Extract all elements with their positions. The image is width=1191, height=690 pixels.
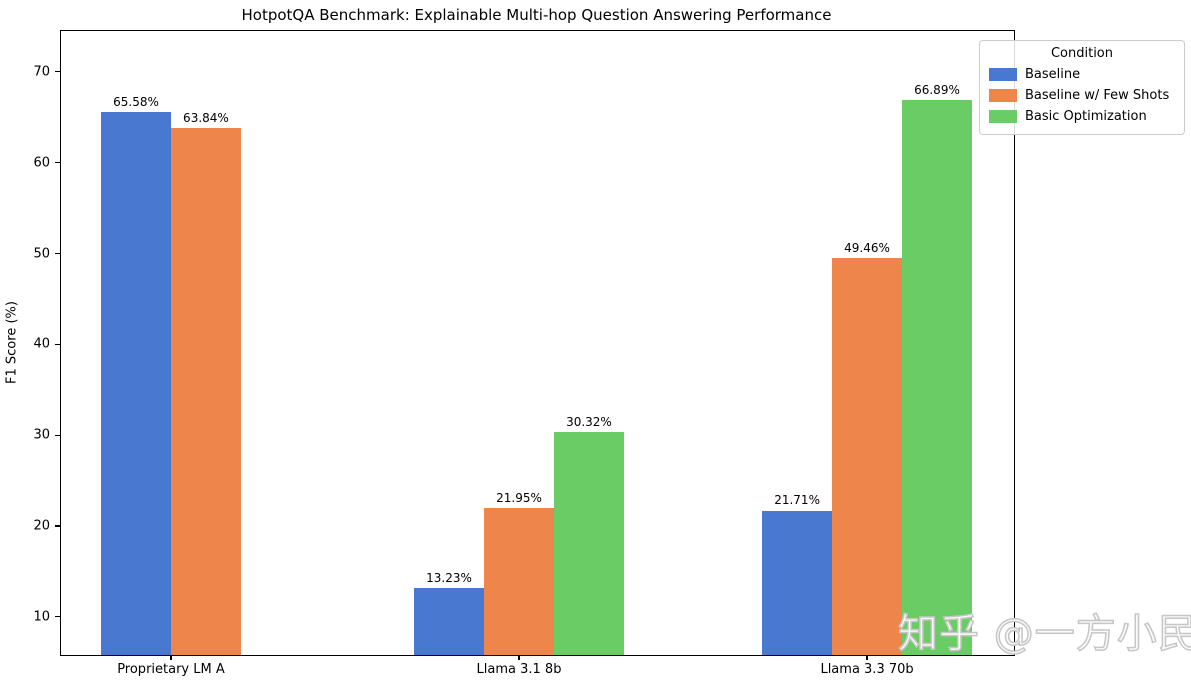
y-tick-mark	[55, 252, 61, 255]
bar-value-label: 30.32%	[566, 415, 612, 430]
bar-value-label: 49.46%	[844, 241, 890, 256]
bar-baseline-w-few-shots	[832, 258, 902, 655]
y-tick-label: 40	[33, 336, 50, 352]
bar-value-label: 21.71%	[774, 493, 820, 508]
bar-value-label: 65.58%	[113, 95, 159, 110]
bar-baseline-w-few-shots	[484, 508, 554, 655]
bar-basic-optimization	[553, 432, 624, 655]
legend-entry: Baseline w/ Few Shots	[989, 85, 1175, 106]
legend-title: Condition	[1050, 46, 1114, 61]
bar-baseline	[762, 510, 833, 655]
watermark: 知乎 @一方小民	[897, 611, 1191, 657]
plot-area: 10 20 30 40 50 60 70 Proprietary LM A 65.58% 63.8…	[33, 30, 1015, 677]
x-tick-mark	[170, 655, 172, 660]
bar-value-label: 21.95%	[496, 491, 542, 506]
bar-value-label: 13.23%	[426, 570, 472, 585]
y-tick-mark	[55, 616, 61, 618]
legend-entry-label: Baseline	[1025, 67, 1081, 82]
y-tick-label: 60	[33, 155, 50, 171]
bar-baseline	[101, 112, 171, 655]
bar-baseline	[414, 587, 485, 655]
legend-items: Baseline Baseline w/ Few Shots Basic Optim…	[989, 64, 1175, 127]
x-tick-label: Proprietary LM A	[117, 662, 225, 677]
y-tick-label: 20	[33, 518, 50, 534]
legend-swatch	[989, 68, 1017, 81]
legend-entry: Baseline	[989, 64, 1175, 85]
bar-value-label: 63.84%	[183, 110, 229, 125]
y-tick-mark	[55, 162, 61, 164]
y-axis-label: F1 Score (%)	[4, 301, 20, 384]
y-tick-label: 50	[33, 246, 50, 262]
legend-swatch	[989, 89, 1017, 102]
x-tick-mark	[866, 655, 868, 660]
y-tick-label: 30	[33, 427, 50, 443]
legend-entry: Basic Optimization	[989, 106, 1175, 127]
x-tick-mark	[518, 655, 520, 660]
chart-title: HotpotQA Benchmark: Explainable Multi-ho…	[241, 6, 832, 24]
legend-entry-label: Baseline w/ Few Shots	[1025, 88, 1170, 103]
x-tick-label: Llama 3.3 70b	[820, 662, 914, 677]
y-tick-mark	[55, 71, 61, 73]
y-tick-mark	[55, 343, 61, 345]
bar-basic-optimization	[902, 100, 972, 655]
y-tick-label: 70	[33, 64, 50, 80]
legend-entry-label: Basic Optimization	[1025, 109, 1147, 124]
bar-baseline-w-few-shots	[170, 127, 241, 655]
legend: Condition Baseline Baseline w/ Few Shots B…	[979, 40, 1185, 135]
legend-swatch	[989, 110, 1017, 123]
bar-value-label: 66.89%	[914, 83, 960, 98]
y-tick-mark	[55, 525, 61, 527]
y-tick-mark	[55, 434, 61, 436]
x-tick-label: Llama 3.1 8b	[476, 662, 562, 677]
y-tick-label: 10	[33, 609, 50, 625]
